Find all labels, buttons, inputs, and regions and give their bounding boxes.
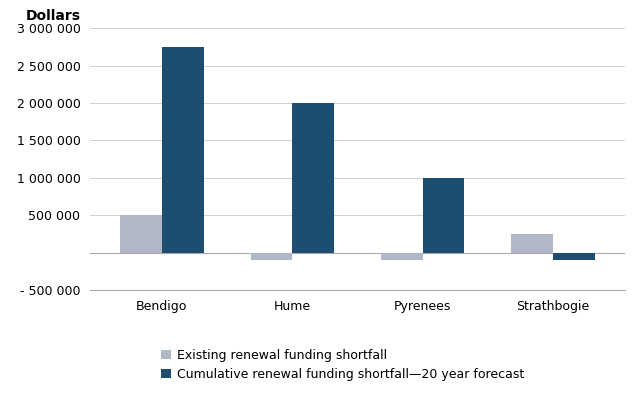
Bar xyxy=(162,47,204,253)
Text: Dollars: Dollars xyxy=(26,9,81,23)
Bar xyxy=(120,215,162,253)
Bar xyxy=(292,103,334,253)
Bar xyxy=(422,178,464,253)
Bar xyxy=(381,253,422,260)
Bar xyxy=(251,253,292,260)
Legend: Existing renewal funding shortfall, Cumulative renewal funding shortfall—20 year: Existing renewal funding shortfall, Cumu… xyxy=(160,349,524,381)
Bar xyxy=(553,253,594,260)
Bar xyxy=(511,234,553,253)
